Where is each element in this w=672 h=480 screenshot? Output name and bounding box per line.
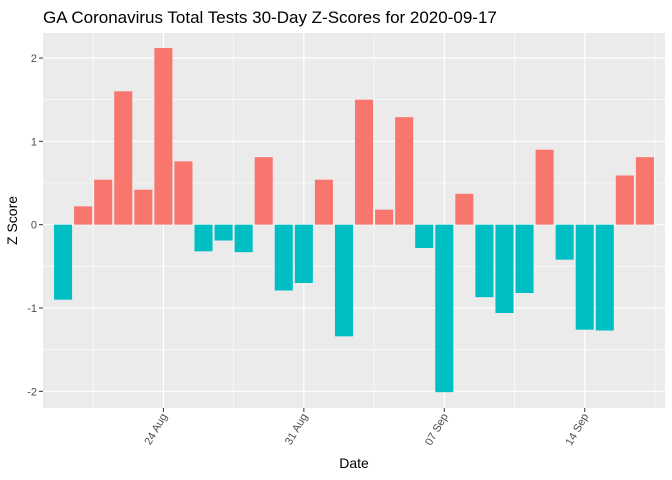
x-tick-label: 07 Sep (423, 412, 451, 448)
bar-2020-08-19 (54, 224, 73, 300)
bar-2020-09-01 (314, 179, 333, 225)
y-tick-label: 0 (31, 220, 37, 232)
bar-2020-08-21 (94, 179, 113, 225)
chart-title: GA Coronavirus Total Tests 30-Day Z-Scor… (43, 8, 497, 27)
bar-2020-09-06 (415, 224, 434, 248)
grid-minor (43, 33, 665, 408)
bar-2020-09-11 (515, 224, 534, 293)
bar-2020-09-07 (435, 224, 454, 393)
bar-2020-09-15 (595, 224, 614, 331)
bar-2020-09-14 (575, 224, 594, 330)
y-tick-label: -1 (27, 303, 37, 315)
bar-2020-09-10 (495, 224, 514, 313)
bar-2020-09-16 (615, 175, 634, 225)
bar-2020-09-09 (475, 224, 494, 298)
bar-2020-09-12 (535, 149, 554, 225)
bar-2020-08-26 (194, 224, 213, 252)
x-tick-label: 24 Aug (142, 412, 170, 448)
bar-2020-08-23 (134, 189, 153, 225)
y-tick-label: -2 (27, 386, 37, 398)
bar-2020-09-04 (375, 209, 394, 225)
bar-2020-09-02 (334, 224, 353, 337)
bar-2020-09-08 (455, 193, 474, 225)
bar-2020-08-29 (254, 157, 273, 225)
bar-2020-08-20 (74, 206, 93, 225)
bar-2020-08-30 (274, 224, 293, 291)
bar-2020-08-31 (294, 224, 313, 283)
x-tick-label: 31 Aug (283, 412, 311, 448)
bar-2020-08-28 (234, 224, 253, 253)
x-tick-label: 14 Sep (564, 412, 592, 448)
bar-2020-08-25 (174, 161, 193, 225)
bar-2020-09-13 (555, 224, 574, 260)
bar-2020-08-27 (214, 224, 233, 241)
bar-2020-08-22 (114, 91, 133, 225)
bar-2020-09-17 (635, 157, 654, 225)
y-axis: -2 -1 0 1 2 (27, 53, 43, 398)
x-axis-title: Date (339, 455, 369, 471)
bar-2020-08-24 (154, 48, 173, 225)
y-axis-title: Z Score (4, 196, 20, 245)
bar-2020-09-03 (355, 99, 374, 225)
x-axis: 24 Aug 31 Aug 07 Sep 14 Sep (142, 408, 591, 448)
y-tick-label: 2 (31, 53, 37, 65)
y-tick-label: 1 (31, 136, 37, 148)
bar-2020-09-05 (395, 117, 414, 225)
bars (54, 48, 654, 393)
